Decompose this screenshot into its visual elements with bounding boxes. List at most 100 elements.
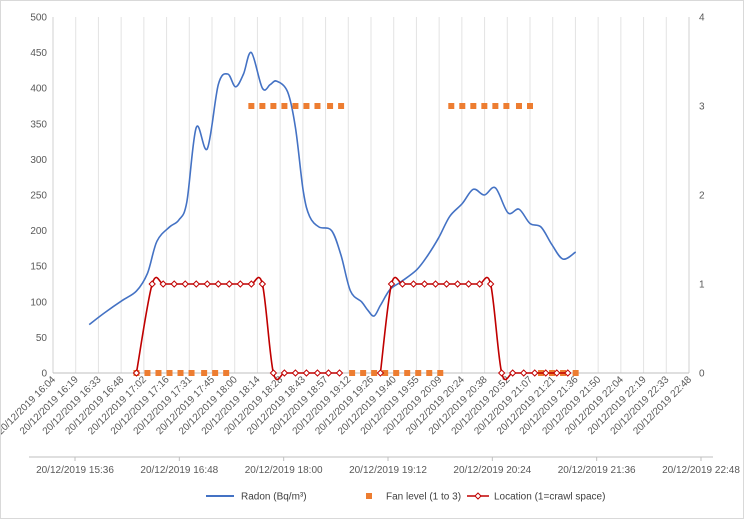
fan-level-point [426,370,433,376]
location-series-line [379,276,568,381]
right-y-axis-ticks: 0 1 2 3 4 [699,13,705,380]
location-point [508,369,517,377]
fan-level-point [415,370,422,376]
secondary-x-tick-label: 20/12/2019 20:24 [453,465,531,476]
location-point [531,369,539,377]
left-y-tick-label: 300 [30,155,47,166]
fan-level-point [481,103,488,109]
location-point [519,369,528,377]
location-point [497,369,506,377]
left-y-tick-label: 350 [30,119,47,130]
location-point [387,280,396,288]
location-point [159,280,167,288]
legend-label: Fan level (1 to 3) [386,492,461,503]
secondary-x-tick-label: 20/12/2019 15:36 [36,465,114,476]
fan-level-point [371,370,378,376]
fan-level-point [448,103,455,109]
fan-level-point [248,103,255,109]
legend-fan-swatch [366,493,372,499]
location-point [132,369,141,377]
location-point [553,369,561,377]
fan-level-point [166,370,173,376]
secondary-x-tick-label: 20/12/2019 19:12 [349,465,427,476]
fan-level-point [292,103,299,109]
series-layer [88,51,579,381]
location-point [475,280,484,288]
fan-level-point [314,103,321,109]
secondary-x-tick-label: 20/12/2019 21:36 [558,465,636,476]
fan-level-point [212,370,219,376]
fan-level-point [223,370,230,376]
fan-level-point [382,370,389,376]
legend: Radon (Bq/m³) Fan level (1 to 3) Location … [206,492,605,503]
fan-level-point [459,103,466,109]
fan-level-point [270,103,277,109]
location-point [214,280,223,288]
location-point [170,280,178,288]
fan-level-point [281,103,288,109]
location-point [302,369,311,377]
fan-level-point [527,103,533,109]
location-point [486,280,495,288]
location-point [280,369,289,377]
fan-level-point [572,370,579,376]
right-y-tick-label: 3 [699,102,705,113]
fan-level-point [303,103,310,109]
left-y-tick-label: 150 [30,262,47,273]
location-point [464,280,473,288]
location-point [420,280,429,288]
fan-level-point [515,103,522,109]
location-point [398,280,407,288]
location-point [291,369,300,377]
left-y-axis-ticks: 0 50 100 150 200 250 300 350 400 450 500 [30,13,47,380]
legend-location-swatch-marker [474,492,482,500]
secondary-x-tick-label: 20/12/2019 16:48 [140,465,218,476]
left-y-tick-label: 250 [30,191,47,202]
left-y-tick-label: 450 [30,48,47,59]
fan-level-point [437,370,444,376]
location-point [442,280,451,288]
location-point [192,280,200,288]
location-point [225,280,234,288]
location-point [542,369,550,377]
left-y-tick-label: 400 [30,84,47,95]
fan-level-point [349,370,356,376]
location-point [236,280,245,288]
secondary-x-tick-label: 20/12/2019 18:00 [245,465,323,476]
location-point [335,369,344,377]
right-y-tick-label: 4 [699,13,705,24]
fan-level-point [492,103,499,109]
left-y-tick-label: 500 [30,13,47,24]
secondary-x-tick-label: 20/12/2019 22:48 [662,465,740,476]
location-point [203,280,211,288]
fan-level-point [327,103,334,109]
left-y-tick-label: 200 [30,226,47,237]
legend-label: Radon (Bq/m³) [241,492,307,503]
fan-level-point [188,370,195,376]
legend-label: Location (1=crawl space) [494,492,605,503]
fan-level-point [360,370,367,376]
location-point [313,369,322,377]
right-y-tick-label: 2 [699,191,705,202]
location-point [564,369,572,377]
left-y-tick-label: 50 [36,333,48,344]
location-point [409,280,418,288]
location-point [324,369,333,377]
fan-level-point [177,370,184,376]
fan-level-point [503,103,510,109]
fan-level-point [470,103,477,109]
fan-level-point [404,370,411,376]
location-point [258,280,267,288]
fan-level-point [155,370,162,376]
location-point [453,280,462,288]
fan-level-point [201,370,208,376]
right-y-tick-label: 0 [699,369,705,380]
left-y-tick-label: 100 [30,297,47,308]
location-point [247,280,256,288]
location-point [148,280,156,288]
fan-level-point [259,103,266,109]
left-y-tick-label: 0 [41,369,47,380]
